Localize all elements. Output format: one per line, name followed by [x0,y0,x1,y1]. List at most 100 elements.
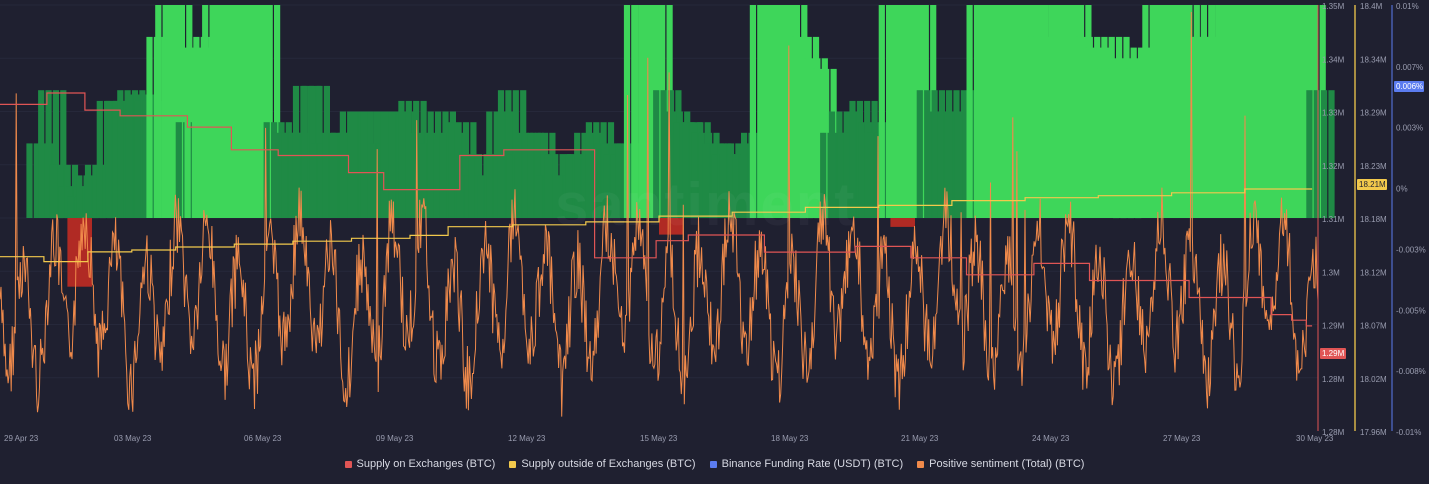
funding-bar-positive [1101,36,1108,219]
funding-bar-positive [640,5,647,218]
funding-bar-positive [1159,5,1166,218]
funding-bar-positive [887,5,894,218]
legend-label: Binance Funding Rate (USDT) (BTC) [721,458,904,470]
funding-bar-positive [1063,5,1070,218]
funding-bar-positive [966,5,973,218]
funding-bar-positive [527,132,534,218]
funding-bar-positive [975,5,982,218]
funding-bar-positive [623,5,631,218]
x-tick-label: 21 May 23 [901,434,939,443]
funding-bar-positive [878,5,885,218]
funding-bar-positive [435,111,442,218]
funding-bar-positive [1284,5,1291,218]
funding-bar-positive [1083,47,1090,218]
funding-bar-positive [1079,36,1086,219]
funding-bar-positive [96,100,103,218]
funding-bar-positive [178,5,185,218]
funding-bar-positive [661,111,669,218]
funding-bar-positive [858,122,865,218]
funding-bar-positive [653,90,660,218]
funding-bar-positive [281,132,288,218]
funding-bar-positive [272,132,279,218]
tick-label-supply-on-exchanges: 1.29M [1322,322,1345,331]
legend-label: Supply on Exchanges (BTC) [356,458,496,470]
funding-bar-positive [1196,36,1203,219]
funding-bar-positive [1306,90,1313,218]
tick-label-supply-outside: 18.07M [1360,322,1387,331]
legend-item-positive-sentiment[interactable]: Positive sentiment (Total) (BTC) [917,458,1084,470]
funding-bar-positive [142,100,149,218]
legend-item-supply-outside-exchanges[interactable]: Supply outside of Exchanges (BTC) [509,458,696,470]
funding-bar-positive [849,100,856,218]
funding-bar-positive [251,5,259,218]
legend-label: Supply outside of Exchanges (BTC) [521,458,696,470]
tick-label-supply-outside: 18.4M [1360,2,1383,11]
funding-bar-positive [691,132,698,218]
funding-bar-positive [76,175,83,218]
funding-bar-positive [954,111,961,218]
tick-label-supply-outside: 18.18M [1360,215,1387,224]
tick-label-supply-outside: 18.02M [1360,375,1387,384]
funding-bar-positive [427,111,434,218]
funding-bar-positive [515,132,522,218]
funding-bar-positive [369,143,376,218]
funding-bar-positive [1321,90,1328,218]
x-tick-label: 03 May 23 [114,434,152,443]
funding-bar-positive [1033,5,1041,218]
x-tick-label: 06 May 23 [244,434,282,443]
funding-bar-positive [702,143,710,218]
tick-label-supply-outside: 18.34M [1360,55,1387,64]
funding-bar-positive [779,5,786,218]
funding-bar-positive [741,132,748,218]
funding-bar-positive [164,5,171,218]
funding-bar-positive [389,111,396,218]
funding-bar-positive [376,143,383,218]
funding-bar-positive [727,143,735,218]
funding-bar-positive [603,154,610,218]
funding-bar-positive [486,111,493,218]
legend-item-funding-rate[interactable]: Binance Funding Rate (USDT) (BTC) [709,458,904,470]
x-tick-label: 18 May 23 [771,434,809,443]
funding-bar-positive [837,132,844,218]
funding-bar-positive [946,90,953,218]
funding-bar-positive [49,164,56,219]
funding-bar-positive [360,111,367,218]
funding-bar-positive [1259,5,1266,218]
funding-bar-positive [1013,5,1020,218]
tick-label-supply-outside: 18.29M [1360,109,1387,118]
funding-bar-positive [184,47,191,218]
funding-bar-positive [1050,5,1057,218]
funding-bar-positive [331,132,338,218]
funding-bar-positive [1209,5,1216,218]
legend-item-supply-on-exchanges[interactable]: Supply on Exchanges (BTC) [344,458,496,470]
funding-bar-positive [1291,5,1298,218]
tick-label-funding-rate: -0.005% [1396,306,1426,315]
tick-label-supply-on-exchanges: 1.32M [1322,162,1345,171]
funding-bar-positive [60,90,67,218]
funding-bar-positive [1042,5,1049,218]
funding-bar-positive [134,100,141,218]
funding-bar-positive [112,100,119,218]
funding-bar-positive [1072,36,1079,219]
funding-bar-positive [493,111,500,218]
funding-bar-positive [155,5,162,218]
funding-bar-positive [1230,5,1237,218]
funding-bar-positive [1130,47,1137,218]
funding-bar-positive [202,5,209,218]
funding-bar-positive [1137,47,1145,218]
funding-bar-positive [209,5,216,218]
legend-label: Positive sentiment (Total) (BTC) [929,458,1085,470]
legend: Supply on Exchanges (BTC) Supply outside… [0,458,1429,470]
funding-bar-positive [301,85,308,219]
funding-bar-positive [274,5,281,218]
funding-bar-positive [682,122,689,218]
funding-bar-positive [1218,5,1225,218]
funding-bar-positive [1268,5,1275,218]
tick-label-supply-outside: 18.12M [1360,268,1387,277]
x-tick-label: 15 May 23 [640,434,678,443]
funding-bar-positive [1054,5,1061,218]
funding-bar-positive [581,132,588,218]
funding-bar-positive [732,154,739,218]
funding-bar-positive [932,111,940,218]
funding-bar-positive [544,154,551,218]
